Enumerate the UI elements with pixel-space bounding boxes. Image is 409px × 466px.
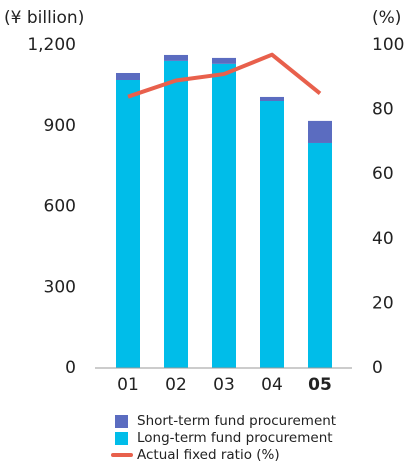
y-tick-label: 900 <box>44 116 76 136</box>
y-tick-label: 1,200 <box>27 35 76 55</box>
x-tick-label: 04 <box>261 375 283 395</box>
bar <box>116 79 140 368</box>
y2-tick-label: 100 <box>372 35 404 55</box>
bar <box>260 96 284 101</box>
legend-label: Actual fixed ratio (%) <box>137 447 280 463</box>
y2-tick-label: 80 <box>372 100 394 120</box>
legend-swatch <box>115 415 128 428</box>
y-tick-label: 600 <box>44 197 76 217</box>
bar <box>308 120 332 143</box>
bar <box>116 72 140 80</box>
bar <box>260 100 284 368</box>
y-axis-label: (¥ billion) <box>4 8 84 28</box>
x-tick-label: 01 <box>117 375 139 395</box>
bar <box>212 57 236 64</box>
y-tick-label: 0 <box>65 358 76 378</box>
y2-tick-label: 40 <box>372 229 394 249</box>
y2-axis-label: (%) <box>372 8 401 28</box>
x-tick-label: 02 <box>165 375 187 395</box>
bar <box>164 54 188 61</box>
line <box>127 52 322 99</box>
legend-label: Long-term fund procurement <box>137 430 333 446</box>
bar <box>164 60 188 369</box>
y-tick-label: 300 <box>44 277 76 297</box>
y2-tick-label: 60 <box>372 164 394 184</box>
bar <box>212 63 236 368</box>
y2-tick-label: 20 <box>372 293 394 313</box>
x-tick-label: 05 <box>308 375 332 395</box>
legend-label: Short-term fund procurement <box>137 413 336 429</box>
bar <box>308 142 332 368</box>
x-tick-label: 03 <box>213 375 235 395</box>
legend-swatch <box>115 432 128 445</box>
y2-tick-label: 0 <box>372 358 383 378</box>
